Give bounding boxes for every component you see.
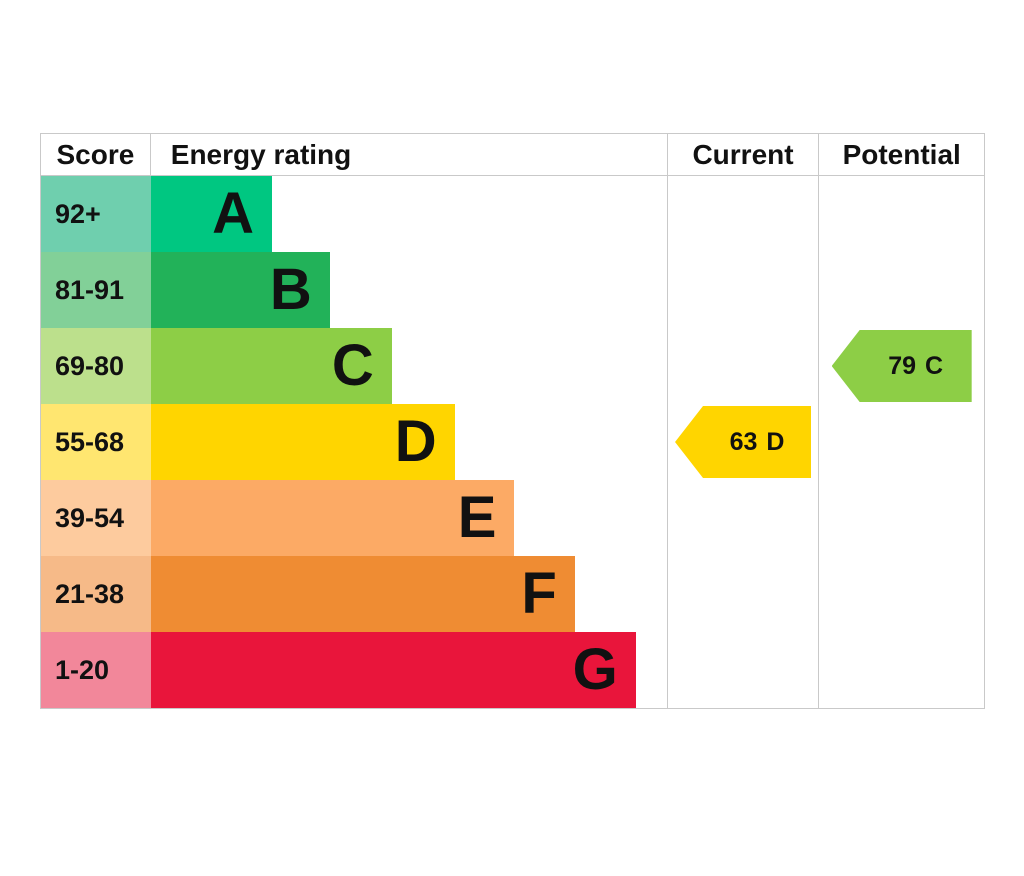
header-score: Score <box>41 134 151 175</box>
band-row-b: 81-91 B <box>41 252 984 328</box>
current-cell-d: 63 D <box>668 404 820 480</box>
score-label-g: 1-20 <box>41 632 151 708</box>
band-row-f: 21-38 F <box>41 556 984 632</box>
rating-bar-d: D <box>150 404 455 480</box>
rating-bar-b: B <box>150 252 330 328</box>
rating-bar-g: G <box>150 632 636 708</box>
potential-marker-arrow: 79 C <box>831 330 972 402</box>
rating-cell-f: F <box>150 556 668 632</box>
current-marker-arrow: 63 D <box>675 406 812 478</box>
potential-marker-arrow-value: 79 <box>888 351 917 380</box>
current-cell-c <box>668 328 820 404</box>
current-cell-g <box>668 632 820 708</box>
epc-body: 92+ A 81-91 B 69-80 C 79 C 55-68 D 63 D 39-54 E 21-38 F… <box>41 176 984 708</box>
potential-cell-a <box>819 176 984 252</box>
header-energy-rating: Energy rating <box>151 134 668 175</box>
score-label-b: 81-91 <box>41 252 151 328</box>
rating-cell-b: B <box>150 252 668 328</box>
potential-cell-d <box>819 404 984 480</box>
chart-header-row: Score Energy rating Current Potential <box>41 134 984 176</box>
score-label-f: 21-38 <box>41 556 151 632</box>
rating-bar-e: E <box>150 480 515 556</box>
score-label-e: 39-54 <box>41 480 151 556</box>
potential-cell-c: 79 C <box>819 328 984 404</box>
band-row-c: 69-80 C 79 C <box>41 328 984 404</box>
band-row-g: 1-20 G <box>41 632 984 708</box>
current-cell-b <box>668 252 820 328</box>
potential-cell-e <box>819 480 984 556</box>
score-label-c: 69-80 <box>41 328 151 404</box>
current-cell-e <box>668 480 820 556</box>
rating-cell-g: G <box>150 632 668 708</box>
potential-cell-g <box>819 632 984 708</box>
potential-cell-b <box>819 252 984 328</box>
current-marker-arrow-band: D <box>766 427 785 456</box>
rating-bar-c: C <box>150 328 392 404</box>
potential-cell-f <box>819 556 984 632</box>
band-row-d: 55-68 D 63 D <box>41 404 984 480</box>
rating-bar-a: A <box>150 176 273 252</box>
rating-cell-d: D <box>150 404 668 480</box>
rating-cell-a: A <box>150 176 668 252</box>
epc-chart: Score Energy rating Current Potential 92… <box>40 133 985 709</box>
current-cell-f <box>668 556 820 632</box>
score-label-a: 92+ <box>41 176 151 252</box>
band-row-e: 39-54 E <box>41 480 984 556</box>
score-label-d: 55-68 <box>41 404 151 480</box>
band-row-a: 92+ A <box>41 176 984 252</box>
header-current: Current <box>668 134 820 175</box>
rating-cell-c: C <box>150 328 668 404</box>
header-potential: Potential <box>842 138 961 170</box>
current-marker-arrow-value: 63 <box>729 427 758 456</box>
current-cell-a <box>668 176 820 252</box>
rating-cell-e: E <box>150 480 668 556</box>
potential-marker-arrow-band: C <box>925 351 944 380</box>
rating-bar-f: F <box>150 556 575 632</box>
